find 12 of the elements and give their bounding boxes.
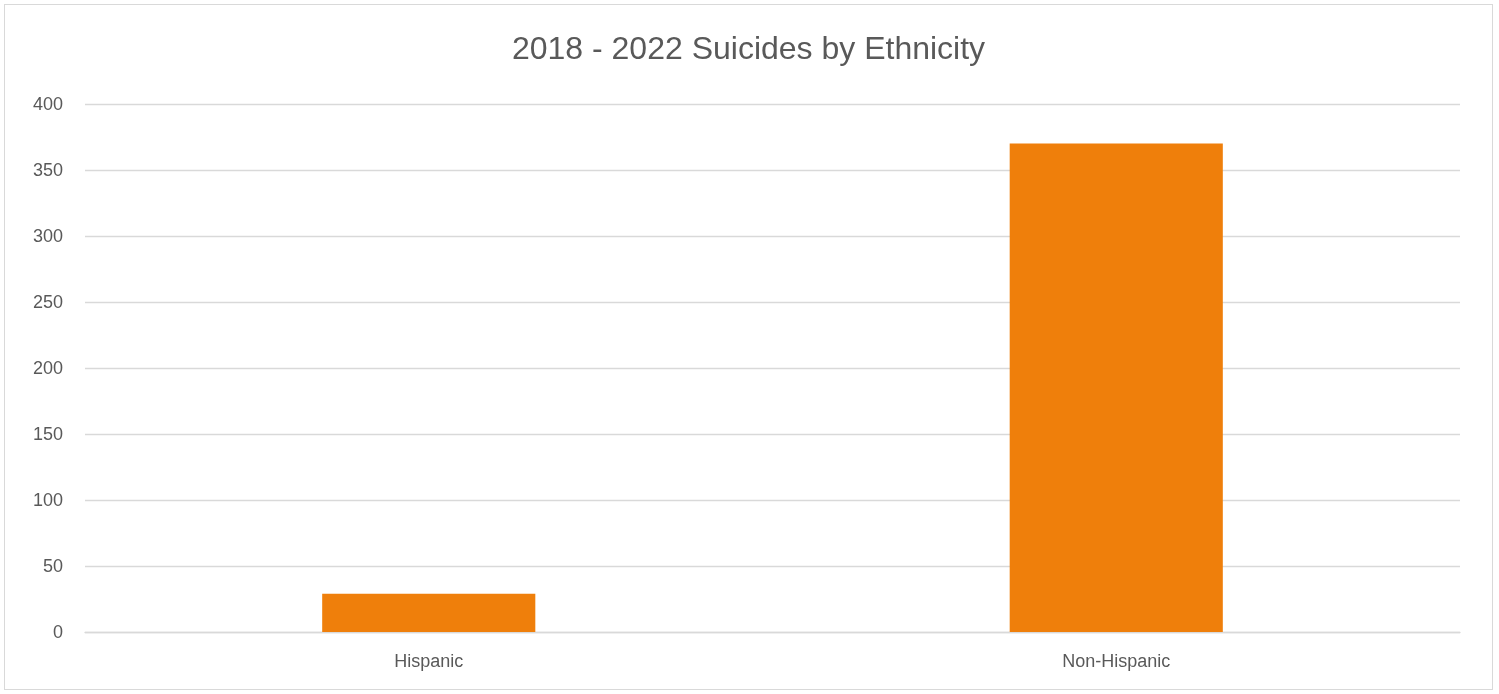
x-tick-label: Hispanic [394, 651, 464, 671]
y-tick-label: 200 [32, 358, 63, 378]
y-tick-label: 150 [32, 424, 63, 444]
y-tick-label: 300 [32, 226, 63, 246]
y-tick-label: 350 [32, 160, 63, 180]
y-tick-label: 50 [42, 556, 63, 576]
y-tick-label: 250 [32, 292, 63, 312]
y-tick-label: 400 [32, 94, 63, 114]
y-tick-label: 100 [32, 490, 63, 510]
x-tick-label: Non-Hispanic [1062, 651, 1171, 671]
y-tick-label: 0 [52, 622, 63, 642]
chart-title: 2018 - 2022 Suicides by Ethnicity [511, 30, 986, 66]
